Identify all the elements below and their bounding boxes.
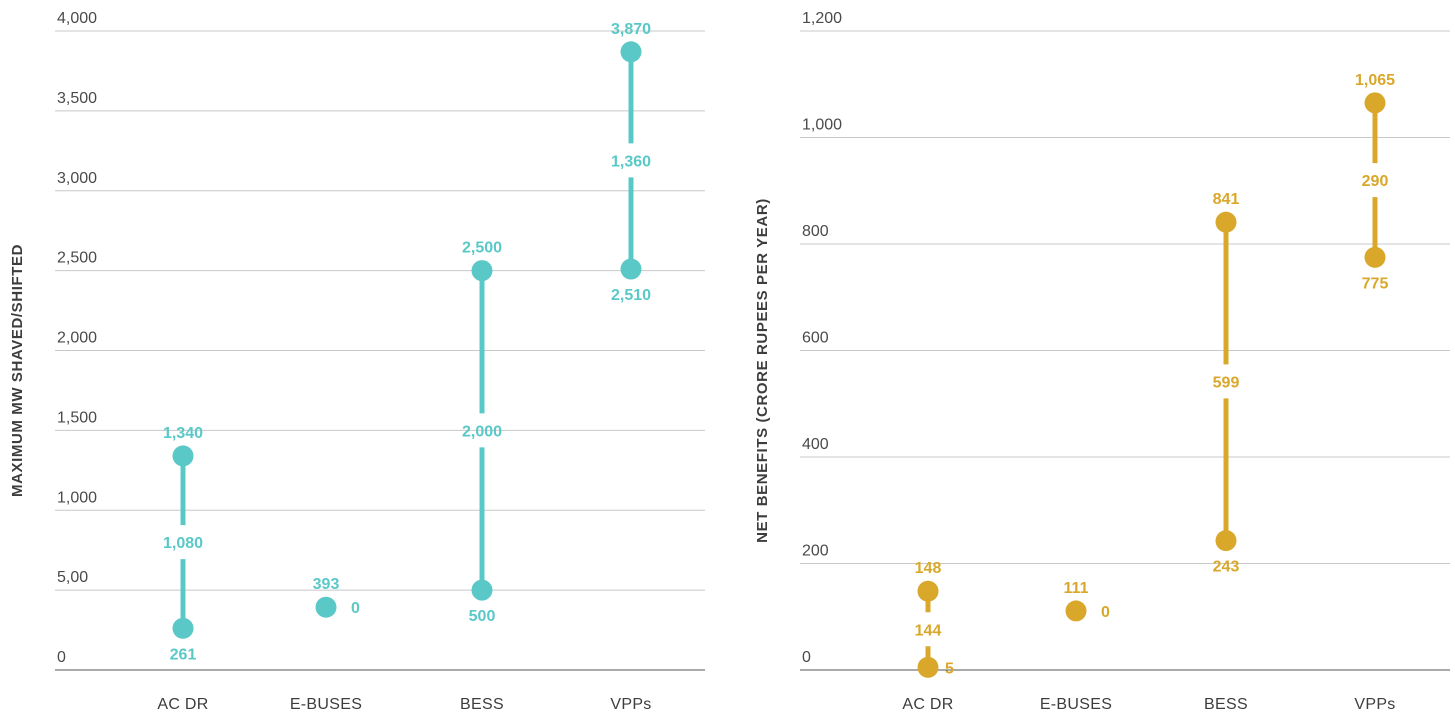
x-category-label: AC DR [902,696,953,713]
low-point [1215,530,1237,552]
high-value-label: 841 [1213,191,1240,208]
y-tick-label: 400 [802,436,829,453]
y-tick-label: 0 [802,649,811,666]
low-value-label: 2,510 [611,287,651,304]
x-category-label: AC DR [157,696,208,713]
low-point [917,656,939,678]
y-tick-label: 2,000 [57,330,97,347]
difference-label: 0 [1101,604,1110,621]
x-category-label: E-BUSES [1040,696,1112,713]
low-point [471,579,493,601]
y-tick-label: 1,000 [802,117,842,134]
low-point [620,258,642,280]
y-axis-title: NET BENEFITS (CRORE RUPEES PER YEAR) [754,198,771,543]
y-tick-label: 200 [802,543,829,560]
y-tick-label: 1,000 [57,489,97,506]
high-value-label: 148 [915,560,942,577]
y-tick-label: 4,000 [57,10,97,27]
value-label: 111 [1064,580,1089,597]
y-tick-label: 2,500 [57,250,97,267]
y-tick-label: 1,500 [57,409,97,426]
difference-label: 0 [351,600,360,617]
x-category-label: VPPs [610,696,651,713]
y-tick-label: 800 [802,223,829,240]
difference-label: 2,000 [462,423,502,440]
low-value-label: 261 [170,646,197,663]
chart-panel-2: 0 200 400 600 800 1,000 1,200 NET BENEFITS (CRO… [754,10,1450,713]
y-tick-label: 1,200 [802,10,842,27]
x-category-label: BESS [460,696,504,713]
high-point [1364,92,1386,114]
high-point [1215,211,1237,233]
low-point [1364,246,1386,268]
y-tick-label: 5,00 [57,569,88,586]
x-category-label: E-BUSES [290,696,362,713]
high-value-label: 1,340 [163,425,203,442]
value-label: 393 [313,576,340,593]
single-point [1065,600,1087,622]
difference-label: 1,360 [611,153,651,170]
high-value-label: 2,500 [462,240,502,257]
low-value-label: 5 [945,660,954,677]
single-point [315,596,337,618]
chart-panel-1: 0 5,00 1,000 1,500 2,000 2,500 3,000 3,500 4,000… [9,10,705,713]
high-point [471,260,493,282]
high-point [917,580,939,602]
x-category-label: VPPs [1354,696,1395,713]
high-value-label: 3,870 [611,21,651,38]
high-point [172,445,194,467]
y-tick-label: 3,500 [57,90,97,107]
difference-label: 1,080 [163,535,203,552]
y-axis-title: MAXIMUM MW SHAVED/SHIFTED [9,244,26,497]
low-value-label: 243 [1213,559,1240,576]
difference-label: 144 [915,622,942,639]
high-point [620,41,642,63]
low-value-label: 775 [1362,275,1389,292]
y-tick-label: 0 [57,649,66,666]
y-tick-label: 600 [802,330,829,347]
high-value-label: 1,065 [1355,72,1395,89]
difference-label: 599 [1213,374,1240,391]
difference-label: 290 [1362,173,1389,190]
low-point [172,617,194,639]
x-category-label: BESS [1204,696,1248,713]
low-value-label: 500 [469,608,496,625]
y-tick-label: 3,000 [57,170,97,187]
